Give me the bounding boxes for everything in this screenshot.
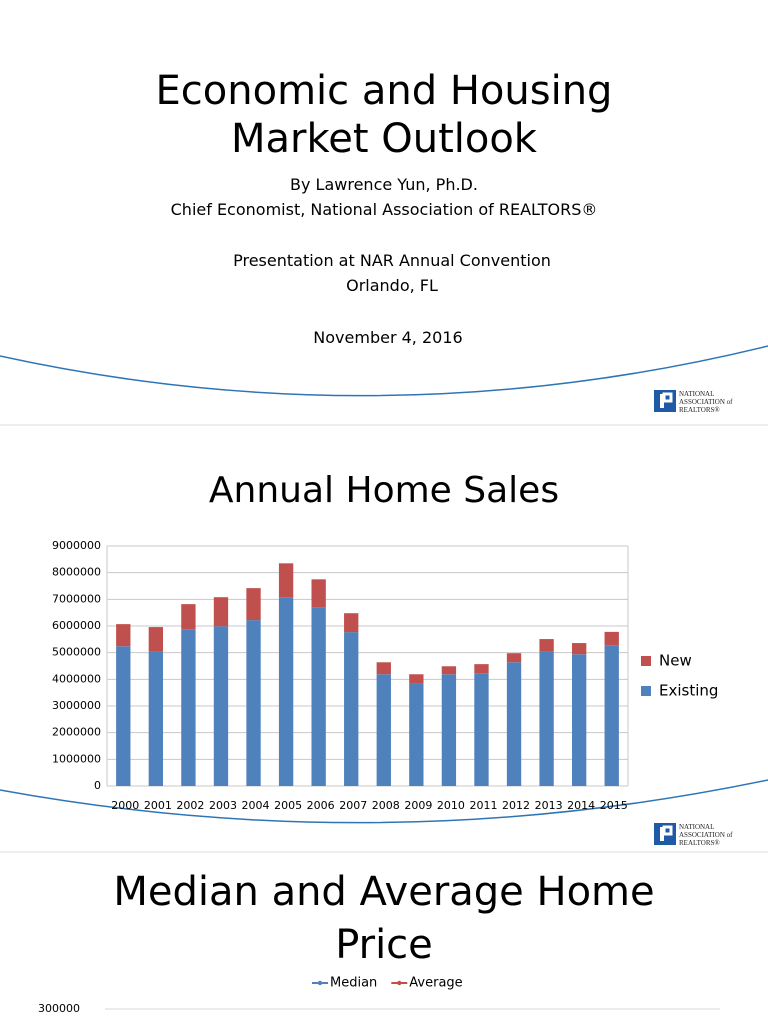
- y-tick-label: 6000000: [52, 619, 101, 632]
- bar-segment: [246, 620, 261, 786]
- x-tick-label: 2012: [502, 799, 530, 812]
- bar-segment: [441, 666, 457, 675]
- bar-segment: [181, 629, 196, 786]
- bar-segment: [539, 651, 554, 786]
- x-tick-label: 2003: [209, 799, 237, 812]
- bar-segment: [409, 674, 424, 684]
- legend-swatch: [641, 656, 651, 666]
- y-tick-label: 2000000: [52, 726, 101, 739]
- legend-label: Average: [409, 976, 462, 991]
- bar-segment: [116, 624, 131, 647]
- bar-segment: [376, 662, 391, 675]
- bar-segment: [506, 653, 522, 663]
- event: Presentation at NAR Annual Convention: [233, 251, 551, 270]
- bar-segment: [474, 673, 489, 786]
- x-tick-label: 2000: [111, 799, 139, 812]
- y-tick-label: 5000000: [52, 646, 101, 659]
- chart-title: Price: [335, 922, 433, 968]
- bar-segment: [278, 597, 294, 786]
- logo-icon-part: [660, 827, 664, 841]
- logo-text: REALTORS®: [679, 406, 720, 414]
- slide-curve: [0, 779, 768, 824]
- bar-segment: [116, 646, 131, 786]
- author-role: Chief Economist, National Association of…: [171, 200, 598, 219]
- chart-title: Annual Home Sales: [209, 470, 559, 511]
- x-tick-label: 2010: [437, 799, 465, 812]
- bar-segment: [571, 643, 587, 655]
- logo-icon-part: [662, 825, 673, 836]
- logo-text: ASSOCIATION of: [679, 831, 733, 839]
- y-tick-label: 0: [94, 779, 101, 792]
- y-tick-label: 4000000: [52, 672, 101, 685]
- author: By Lawrence Yun, Ph.D.: [290, 175, 478, 194]
- y-tick-label: 300000: [38, 1002, 80, 1015]
- bar-segment: [344, 632, 359, 786]
- bar-segment: [506, 662, 522, 786]
- legend-swatch: [641, 686, 651, 696]
- slide-curve: [0, 345, 768, 397]
- bar-segment: [409, 683, 424, 786]
- x-tick-label: 2004: [242, 799, 270, 812]
- x-tick-label: 2006: [307, 799, 335, 812]
- logo-text: REALTORS®: [679, 839, 720, 847]
- bar-segment: [181, 604, 196, 630]
- x-tick-label: 2011: [469, 799, 497, 812]
- x-tick-label: 2015: [600, 799, 628, 812]
- slide-title: Economic and Housing: [156, 68, 613, 114]
- bar-segment: [311, 607, 326, 786]
- bar-segment: [148, 651, 164, 786]
- logo-icon-part: [662, 392, 673, 403]
- y-tick-label: 3000000: [52, 699, 101, 712]
- x-tick-label: 2013: [535, 799, 563, 812]
- bar-segment: [604, 645, 619, 786]
- x-tick-label: 2014: [567, 799, 595, 812]
- bar-segment: [604, 631, 619, 646]
- logo-icon-part: [660, 394, 664, 408]
- bar-segment: [148, 627, 164, 652]
- x-tick-label: 2001: [144, 799, 172, 812]
- bar-segment: [344, 613, 359, 633]
- y-tick-label: 9000000: [52, 539, 101, 552]
- x-tick-label: 2008: [372, 799, 400, 812]
- y-tick-label: 8000000: [52, 566, 101, 579]
- location: Orlando, FL: [346, 276, 438, 295]
- date: November 4, 2016: [313, 328, 462, 347]
- logo-text: ASSOCIATION of: [679, 398, 733, 406]
- bar-segment: [441, 674, 457, 786]
- y-tick-label: 7000000: [52, 592, 101, 605]
- legend-label: Median: [330, 976, 377, 991]
- x-tick-label: 2007: [339, 799, 367, 812]
- bar-segment: [213, 626, 229, 786]
- x-tick-label: 2002: [176, 799, 204, 812]
- legend-label: Existing: [659, 682, 718, 700]
- legend-marker: [397, 980, 402, 986]
- x-tick-label: 2009: [404, 799, 432, 812]
- bar-segment: [278, 563, 294, 598]
- bar-segment: [539, 639, 554, 652]
- x-tick-label: 2005: [274, 799, 302, 812]
- chart-title: Median and Average Home: [113, 869, 654, 915]
- bar-segment: [311, 579, 326, 608]
- bar-segment: [376, 674, 391, 786]
- bar-segment: [474, 664, 489, 674]
- logo-text: NATIONAL: [679, 823, 714, 831]
- legend-marker: [317, 980, 323, 986]
- legend-label: New: [659, 652, 692, 670]
- bar-segment: [571, 654, 587, 786]
- logo-text: NATIONAL: [679, 390, 714, 398]
- bar-segment: [213, 597, 229, 627]
- slide-title: Market Outlook: [231, 116, 538, 162]
- y-tick-label: 1000000: [52, 752, 101, 765]
- bar-segment: [246, 588, 261, 621]
